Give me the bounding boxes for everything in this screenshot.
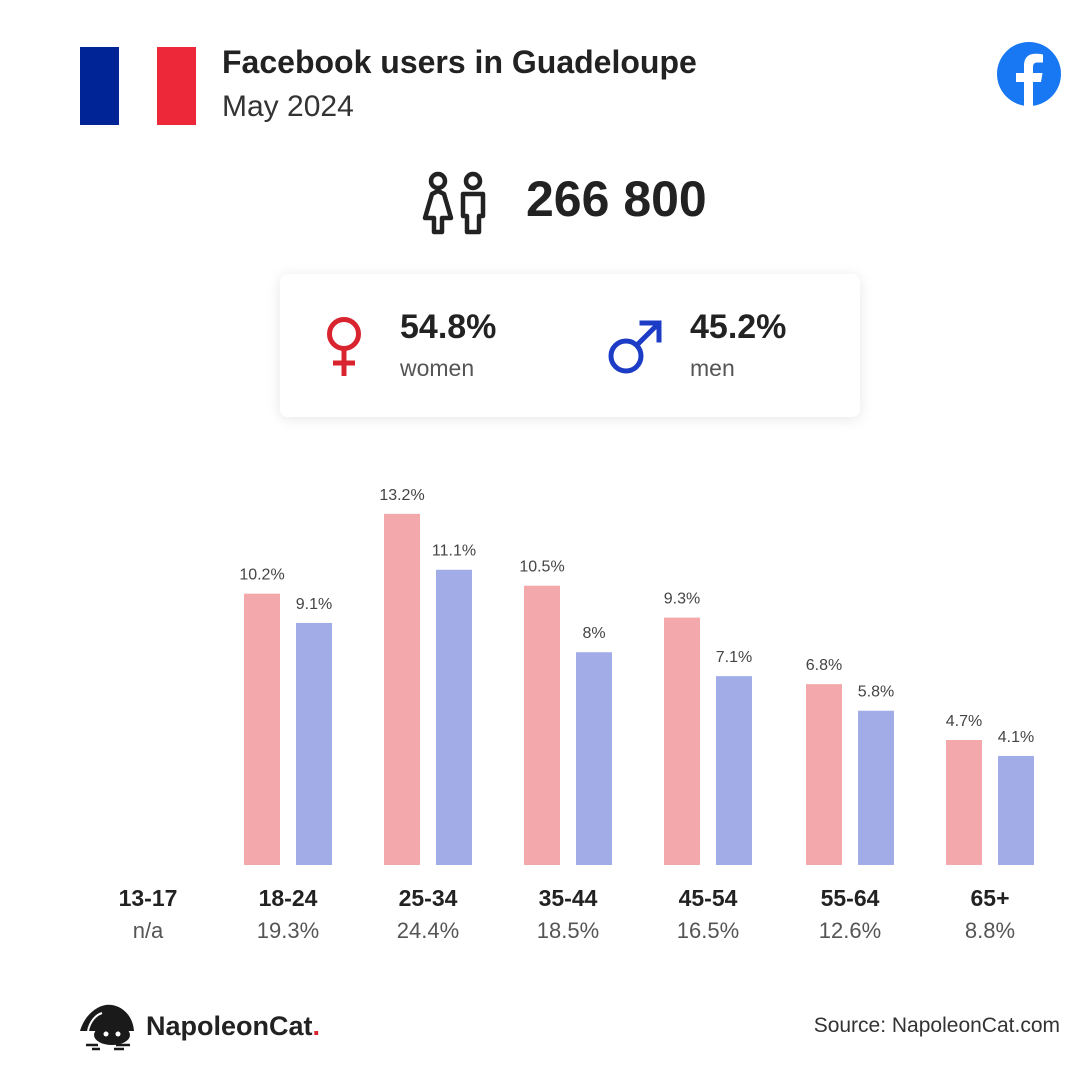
bar-35-44-men [576, 652, 612, 865]
bar-35-44-women [524, 585, 560, 865]
age-label-18-24: 18-24 [259, 885, 318, 911]
value-label-25-34-women: 13.2% [379, 487, 424, 504]
page-subtitle: May 2024 [222, 90, 354, 123]
value-label-35-44-men: 8% [582, 625, 605, 642]
age-label-65+: 65+ [970, 885, 1009, 911]
bar-18-24-men [296, 622, 332, 865]
value-label-45-54-men: 7.1% [716, 649, 752, 666]
flag-stripe-white [118, 47, 158, 125]
age-label-35-44: 35-44 [539, 885, 598, 911]
value-label-65+-women: 4.7% [946, 713, 982, 730]
value-label-45-54-women: 9.3% [664, 591, 700, 608]
women-label: women [400, 355, 475, 381]
value-label-25-34-men: 11.1% [432, 543, 476, 560]
napoleoncat-logo-icon [80, 1004, 134, 1051]
bar-55-64-men [858, 710, 894, 865]
facebook-logo-icon [997, 42, 1061, 106]
napoleoncat-brand: NapoleonCat. [78, 1000, 320, 1052]
age-total-13-17: n/a [133, 918, 164, 943]
flag-stripe-blue [80, 47, 119, 125]
bar-25-34-women [384, 513, 420, 865]
france-flag [80, 47, 197, 125]
age-label-55-64: 55-64 [821, 885, 880, 911]
page-title: Facebook users in Guadeloupe [222, 44, 697, 80]
men-percent: 45.2% [690, 308, 787, 346]
value-label-18-24-women: 10.2% [239, 567, 284, 584]
bar-45-54-men [716, 676, 752, 865]
bar-45-54-women [664, 617, 700, 865]
age-label-25-34: 25-34 [399, 885, 458, 911]
brand-name: NapoleonCat. [146, 1010, 321, 1041]
people-icon [422, 171, 486, 235]
bar-25-34-men [436, 569, 472, 865]
female-icon [327, 317, 361, 376]
value-label-18-24-men: 9.1% [296, 596, 332, 613]
bar-18-24-women [244, 593, 280, 865]
age-gender-bar-chart: 13-17 n/a 10.2% 9.1% 18-24 19.3% 13.2% 11.1% 25-… [119, 487, 1035, 943]
men-label: men [690, 355, 735, 381]
age-total-45-54: 16.5% [677, 918, 739, 943]
gender-card: 54.8% women 45.2% men [280, 274, 860, 417]
bar-65+-men [998, 755, 1034, 865]
value-label-55-64-women: 6.8% [806, 657, 842, 674]
source-credit: Source: NapoleonCat.com [813, 1014, 1060, 1037]
value-label-35-44-women: 10.5% [519, 559, 564, 576]
total-users-count: 266 800 [526, 171, 707, 227]
value-label-65+-men: 4.1% [998, 729, 1034, 746]
age-label-13-17: 13-17 [119, 885, 178, 911]
age-label-45-54: 45-54 [679, 885, 738, 911]
age-total-18-24: 19.3% [257, 918, 319, 943]
age-total-35-44: 18.5% [537, 918, 599, 943]
age-total-65+: 8.8% [965, 918, 1015, 943]
flag-stripe-red [157, 47, 197, 125]
bar-55-64-women [806, 684, 842, 865]
age-total-55-64: 12.6% [819, 918, 881, 943]
male-icon [608, 320, 662, 374]
bar-65+-women [946, 739, 982, 865]
value-label-55-64-men: 5.8% [858, 684, 894, 701]
women-percent: 54.8% [400, 308, 497, 346]
age-total-25-34: 24.4% [397, 918, 459, 943]
